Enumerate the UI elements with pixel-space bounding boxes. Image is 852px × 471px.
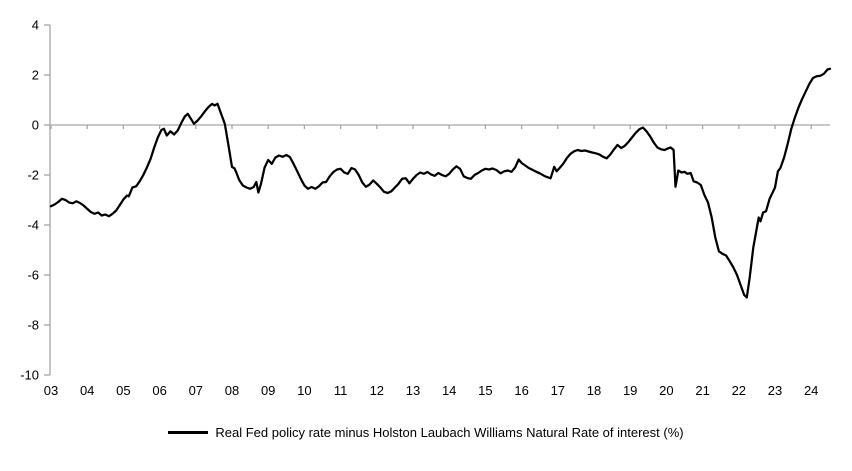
legend-label: Real Fed policy rate minus Holston Lauba… [215,425,684,440]
y-axis-label: -2 [27,168,39,183]
x-axis-label: 21 [695,383,709,398]
y-axis-label: 0 [32,118,39,133]
x-axis-label: 22 [732,383,746,398]
y-axis-label: 2 [32,68,39,83]
y-axis-label: 4 [32,18,39,33]
x-axis-label: 19 [623,383,637,398]
x-axis-label: 12 [370,383,384,398]
data-line [49,67,832,299]
x-axis-label: 05 [116,383,130,398]
x-axis-label: 08 [225,383,239,398]
x-axis-label: 16 [514,383,528,398]
y-axis-label: -4 [27,218,39,233]
x-axis-label: 20 [659,383,673,398]
x-axis-label: 13 [406,383,420,398]
x-axis-label: 15 [478,383,492,398]
y-axis-label: -10 [20,368,39,383]
y-axis-label: -8 [27,318,39,333]
x-axis-label: 18 [587,383,601,398]
x-axis-label: 11 [334,383,348,398]
chart-legend: Real Fed policy rate minus Holston Lauba… [0,425,852,440]
y-axis-label: -6 [27,268,39,283]
x-axis-label: 17 [551,383,565,398]
x-axis-label: 24 [804,383,818,398]
x-axis-label: 10 [297,383,311,398]
x-axis-label: 09 [261,383,275,398]
x-axis-label: 06 [152,383,166,398]
legend-line-swatch [168,431,209,434]
x-axis-label: 14 [442,383,456,398]
x-axis-label: 07 [189,383,203,398]
x-axis-label: 03 [44,383,58,398]
x-axis-label: 04 [80,383,94,398]
x-axis-label: 23 [768,383,782,398]
